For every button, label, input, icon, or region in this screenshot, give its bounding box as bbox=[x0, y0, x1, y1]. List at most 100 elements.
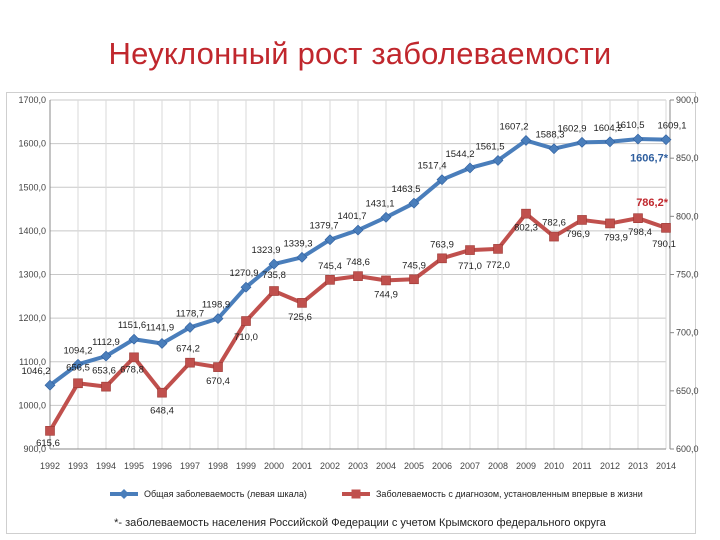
blue-series-point bbox=[324, 234, 336, 246]
left-tick-label: 1400,0 bbox=[18, 226, 46, 236]
red-series-point bbox=[269, 286, 279, 296]
red-data-label: 745,9 bbox=[402, 260, 426, 271]
chart-frame bbox=[6, 92, 696, 534]
blue-data-label: 1151,6 bbox=[118, 320, 146, 331]
blue-data-label: 1609,1 bbox=[657, 121, 686, 132]
red-series-point bbox=[521, 208, 531, 219]
red-series-point bbox=[549, 231, 559, 242]
blue-series-point bbox=[548, 143, 560, 155]
blue-series-point bbox=[436, 174, 448, 186]
x-tick-label: 1999 bbox=[236, 461, 256, 471]
x-tick-label: 2013 bbox=[628, 461, 648, 471]
left-tick-label: 1700,0 bbox=[18, 95, 46, 105]
legend-red-marker bbox=[351, 489, 361, 499]
right-tick-label: 800,0 bbox=[676, 211, 699, 221]
blue-series-point bbox=[492, 154, 504, 166]
red-series-point bbox=[129, 352, 139, 363]
red-series-point bbox=[45, 426, 55, 436]
red-series-point bbox=[157, 387, 167, 398]
left-tick-label: 900,0 bbox=[23, 444, 46, 454]
blue-series-point bbox=[660, 134, 672, 146]
blue-data-label: 1046,2 bbox=[21, 366, 50, 377]
blue-series-point bbox=[464, 162, 476, 174]
red-series-point bbox=[297, 298, 307, 308]
blue-series-point bbox=[408, 197, 420, 209]
x-tick-label: 2001 bbox=[292, 461, 312, 471]
blue-data-label: 1198,9 bbox=[202, 300, 230, 311]
blue-series-point bbox=[520, 135, 532, 146]
x-tick-label: 1997 bbox=[180, 461, 200, 471]
blue-data-label: 1607,2 bbox=[499, 121, 528, 132]
right-axis: 600,0 650,0 700,0 750,0 800,0 850,0 900,0 bbox=[669, 95, 699, 454]
right-tick-label: 750,0 bbox=[676, 270, 699, 280]
blue-data-label: 1270,9 bbox=[229, 268, 258, 279]
red-series-point bbox=[241, 316, 251, 326]
blue-data-label: 1544,2 bbox=[445, 149, 474, 160]
red-series-point bbox=[101, 381, 111, 392]
red-data-label: 771,0 bbox=[458, 261, 482, 272]
x-tick-label: 2006 bbox=[432, 461, 452, 471]
x-tick-label: 2011 bbox=[572, 461, 591, 471]
x-tick-label: 1995 bbox=[124, 461, 144, 471]
blue-series-point bbox=[604, 136, 616, 148]
blue-data-label: 1141,9 bbox=[146, 322, 174, 333]
red-series-point bbox=[73, 378, 83, 389]
left-tick-label: 1100,0 bbox=[19, 357, 46, 367]
red-series-point bbox=[465, 245, 475, 255]
red-data-label: 648,4 bbox=[150, 406, 174, 417]
red-series-point bbox=[409, 274, 419, 285]
x-tick-label: 2014 bbox=[656, 461, 676, 471]
blue-series-point bbox=[72, 358, 84, 370]
red-data-label: 653,6 bbox=[92, 366, 116, 377]
x-tick-label: 2010 bbox=[544, 461, 564, 471]
left-tick-label: 1000,0 bbox=[18, 400, 46, 410]
red-data-label: 793,9 bbox=[604, 232, 628, 243]
legend-red-label: Заболеваемость с диагнозом, установленны… bbox=[376, 489, 643, 499]
red-data-label: 656,5 bbox=[66, 362, 90, 373]
red-data-label: 615,6 bbox=[36, 438, 60, 449]
blue-data-label: 1517,4 bbox=[417, 161, 446, 172]
red-series-point bbox=[493, 244, 503, 254]
blue-series-point bbox=[44, 379, 56, 391]
right-tick-label: 900,0 bbox=[676, 95, 699, 105]
right-tick-label: 650,0 bbox=[676, 386, 699, 396]
blue-data-label: 1610,5 bbox=[615, 120, 644, 131]
blue-series-point bbox=[100, 350, 112, 362]
red-data-label: 725,6 bbox=[288, 312, 312, 323]
left-tick-label: 1200,0 bbox=[18, 313, 46, 323]
red-data-label: 670,4 bbox=[206, 376, 230, 387]
red-data-label: 772,0 bbox=[486, 260, 510, 271]
red-data-label: 763,9 bbox=[430, 239, 454, 250]
blue-data-label: 1463,5 bbox=[391, 184, 420, 195]
blue-series-point bbox=[632, 133, 644, 145]
blue-data-label: 1401,7 bbox=[337, 211, 366, 222]
blue-data-label: 1604,2 bbox=[593, 123, 622, 134]
red-data-label: 674,2 bbox=[176, 344, 200, 355]
red-data-label: 710,0 bbox=[234, 332, 258, 343]
blue-series-point bbox=[380, 211, 392, 223]
x-tick-label: 1994 bbox=[96, 461, 116, 471]
legend-blue-label: Общая заболеваемость (левая шкала) bbox=[144, 489, 307, 499]
footnote: *- заболеваемость населения Российской Ф… bbox=[114, 517, 606, 529]
page-title: Неуклонный рост заболеваемости bbox=[108, 36, 612, 71]
left-tick-label: 1500,0 bbox=[18, 182, 46, 192]
right-tick-label: 850,0 bbox=[676, 153, 699, 163]
left-tick-label: 1300,0 bbox=[18, 270, 46, 280]
red-series-point bbox=[213, 362, 223, 372]
blue-series-point bbox=[240, 281, 252, 293]
red-data-label: 790,1 bbox=[652, 239, 676, 250]
x-tick-label: 1992 bbox=[40, 461, 60, 471]
red-data-label: 735,8 bbox=[262, 270, 286, 281]
blue-data-label: 1588,3 bbox=[535, 130, 564, 141]
x-tick-label: 1998 bbox=[208, 461, 228, 471]
red-data-label: 745,4 bbox=[318, 261, 342, 272]
red-series-point bbox=[437, 253, 447, 264]
red-series-point bbox=[353, 271, 363, 281]
x-tick-label: 2009 bbox=[516, 461, 536, 471]
blue-data-label: 1323,9 bbox=[251, 245, 280, 256]
red-series-point bbox=[633, 213, 643, 223]
blue-series-point bbox=[156, 338, 168, 349]
x-axis: 1992 1993 1994 1995 1996 1997 1998 1999 2000 2001… bbox=[40, 448, 676, 471]
